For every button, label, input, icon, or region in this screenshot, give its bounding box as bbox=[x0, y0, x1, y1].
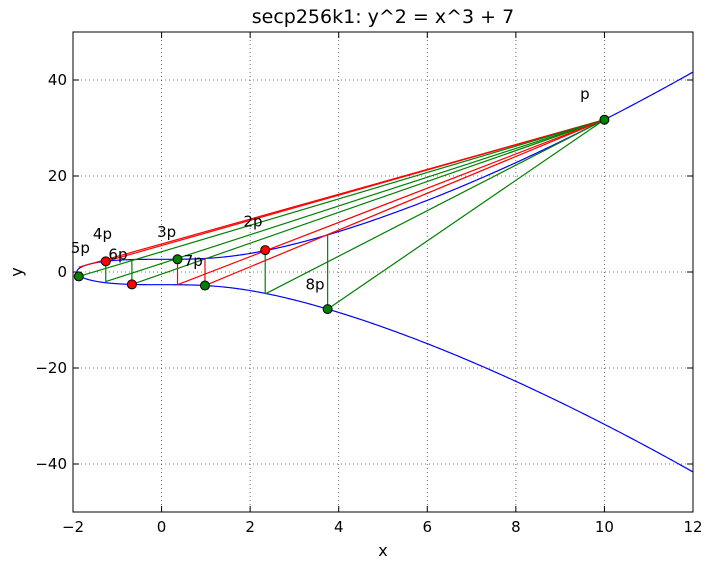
x-tick-label: 8 bbox=[511, 518, 521, 536]
secant-line bbox=[177, 119, 605, 286]
secant-lines-layer bbox=[78, 119, 605, 310]
x-tick-label: −2 bbox=[62, 518, 84, 536]
secant-line bbox=[327, 119, 605, 310]
point-7p bbox=[199, 280, 210, 291]
x-tick-label: 2 bbox=[245, 518, 255, 536]
point-label-6p: 6p bbox=[108, 246, 127, 264]
points-layer bbox=[73, 114, 610, 315]
point-5p bbox=[100, 256, 111, 267]
point-label-2p: 2p bbox=[244, 212, 263, 230]
y-tick-label: 20 bbox=[48, 167, 67, 185]
grid-layer bbox=[73, 32, 693, 512]
point-label-3p: 3p bbox=[157, 223, 176, 241]
y-axis-label: y bbox=[7, 267, 26, 276]
point-8p bbox=[322, 304, 333, 315]
point-label-5p: 5p bbox=[71, 239, 90, 257]
y-tick-label: −40 bbox=[35, 455, 67, 473]
chart-title: secp256k1: y^2 = x^3 + 7 bbox=[252, 6, 514, 28]
x-tick-label: 10 bbox=[595, 518, 614, 536]
point-4p bbox=[73, 271, 84, 282]
secant-line bbox=[131, 119, 605, 285]
point-label-8p: 8p bbox=[306, 275, 325, 293]
point-2p bbox=[260, 245, 271, 256]
y-axis-ticks: −40 −20 0 20 40 bbox=[35, 71, 693, 473]
secant-line bbox=[78, 119, 605, 277]
secant-line bbox=[204, 119, 605, 287]
x-tick-label: 4 bbox=[334, 518, 344, 536]
x-axis-ticks: −2 0 2 4 6 8 10 12 bbox=[62, 32, 703, 536]
secant-line bbox=[105, 119, 605, 262]
point-3p bbox=[172, 254, 183, 265]
x-axis-label: x bbox=[378, 541, 387, 560]
secant-line bbox=[264, 119, 605, 295]
x-tick-label: 12 bbox=[683, 518, 702, 536]
x-tick-label: 0 bbox=[157, 518, 167, 536]
point-p bbox=[599, 114, 610, 125]
point-6p bbox=[126, 279, 137, 290]
secant-line bbox=[105, 119, 605, 283]
x-tick-label: 6 bbox=[423, 518, 433, 536]
point-label-4p: 4p bbox=[93, 225, 112, 243]
point-label-7p: 7p bbox=[184, 252, 203, 270]
point-label-p: p bbox=[580, 85, 590, 103]
y-tick-label: −20 bbox=[35, 359, 67, 377]
y-tick-label: 40 bbox=[48, 71, 67, 89]
y-tick-label: 0 bbox=[57, 263, 67, 281]
